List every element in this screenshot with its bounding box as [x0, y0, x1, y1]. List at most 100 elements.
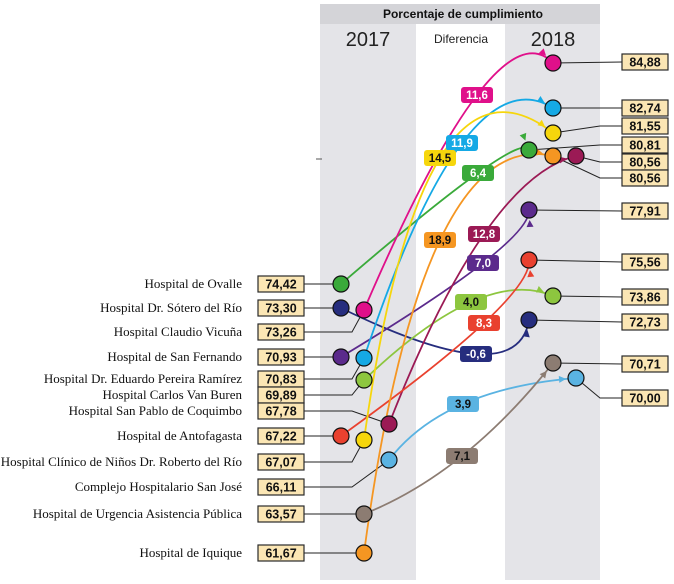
value-2017: 74,42: [265, 278, 296, 292]
dot-2018: [544, 354, 562, 372]
arrowhead: [522, 329, 530, 338]
dot-2017: [380, 451, 398, 469]
value-2017: 69,89: [265, 389, 296, 403]
hospital-label: Hospital Dr. Eduardo Pereira Ramírez: [44, 371, 242, 386]
difference-value: 3,9: [455, 399, 471, 411]
value-box-2017: [257, 402, 305, 420]
leader-line-2018: [552, 61, 623, 64]
value-2017: 67,22: [265, 430, 296, 444]
dot-2018: [520, 201, 538, 219]
dot-2017: [355, 431, 373, 449]
difference-badge: [460, 346, 492, 362]
value-2017: 70,83: [265, 373, 296, 387]
arrowhead: [537, 119, 546, 127]
difference-value: 18,9: [429, 235, 451, 247]
hospital-label: Hospital Dr. Sótero del Río: [100, 300, 242, 315]
difference-badge: [446, 448, 478, 464]
value-box-2017: [257, 348, 305, 366]
dot-2017: [355, 301, 373, 319]
hospital-label: Hospital de Antofagasta: [117, 428, 242, 443]
value-box-2017: [257, 453, 305, 471]
value-2017: 70,93: [265, 351, 296, 365]
difference-badge: [424, 150, 456, 166]
arrowhead: [558, 375, 567, 383]
leader-line-2018: [552, 155, 622, 179]
value-box-2018: [621, 169, 669, 187]
difference-badge: [468, 315, 500, 331]
arrowhead: [538, 48, 547, 56]
leader-line-2018: [575, 377, 622, 399]
value-box-2017: [257, 275, 305, 293]
dot-2018: [520, 141, 538, 159]
difference-badge: [468, 226, 500, 242]
difference-value: 6,4: [470, 168, 487, 180]
difference-value: 12,8: [473, 229, 496, 241]
dot-2017: [355, 349, 373, 367]
difference-value: 7,0: [475, 258, 491, 270]
leader-line-2018: [528, 319, 623, 323]
difference-badge: [467, 255, 499, 271]
value-box-2018: [621, 313, 669, 331]
value-2018: 82,74: [629, 102, 660, 116]
value-2018: 72,73: [629, 316, 660, 330]
value-box-2018: [621, 202, 669, 220]
hospital-label: Hospital Carlos Van Buren: [103, 387, 243, 402]
value-2018: 81,55: [629, 120, 660, 134]
difference-value: 7,1: [454, 451, 471, 463]
value-2017: 73,30: [265, 302, 296, 316]
difference-badge: [424, 232, 456, 248]
dot-2018: [520, 311, 538, 329]
dot-2018: [544, 99, 562, 117]
column-label-2017: 2017: [346, 29, 391, 51]
value-2018: 75,56: [629, 256, 660, 270]
hospital-label: Hospital de San Fernando: [107, 349, 242, 364]
value-box-2018: [621, 99, 669, 117]
value-box-2018: [621, 355, 669, 373]
value-2018: 73,86: [629, 291, 660, 305]
value-2017: 63,57: [265, 508, 296, 522]
difference-value: 11,6: [466, 90, 488, 102]
dot-2018: [544, 287, 562, 305]
leader-line-2018: [552, 125, 622, 134]
hospital-label: Hospital de Iquique: [139, 545, 242, 560]
dot-2018: [567, 147, 585, 165]
value-2018: 84,88: [629, 56, 660, 70]
value-2018: 80,81: [629, 139, 660, 153]
arrowhead: [519, 132, 527, 141]
hospital-label: Hospital San Pablo de Coquimbo: [69, 403, 242, 418]
value-2018: 70,00: [629, 392, 660, 406]
dot-2018: [544, 124, 562, 142]
value-2017: 61,67: [265, 547, 296, 561]
value-2017: 67,07: [265, 456, 296, 470]
value-box-2017: [257, 323, 305, 341]
value-box-2018: [621, 389, 669, 407]
difference-badge: [461, 87, 493, 103]
value-box-2017: [257, 427, 305, 445]
leader-line-2018: [528, 209, 623, 212]
arrowhead: [539, 370, 547, 379]
dot-2017: [355, 371, 373, 389]
dot-2018: [567, 369, 585, 387]
dot-2017: [332, 427, 350, 445]
value-box-2018: [621, 53, 669, 71]
difference-value: 11,9: [451, 138, 473, 150]
value-box-2018: [621, 253, 669, 271]
value-2017: 67,78: [265, 405, 296, 419]
difference-badge: [446, 135, 478, 151]
value-box-2017: [257, 544, 305, 562]
hospital-label: Hospital Clínico de Niños Dr. Roberto de…: [1, 454, 242, 469]
hospital-label: Hospital de Urgencia Asistencia Pública: [33, 506, 242, 521]
dot-2017: [332, 275, 350, 293]
dot-2017: [332, 299, 350, 317]
chart-header: Porcentaje de cumplimiento: [383, 7, 543, 21]
value-box-2018: [621, 117, 669, 135]
header-band: [320, 4, 600, 24]
value-box-2018: [621, 288, 669, 306]
leader-line-2018: [552, 362, 623, 365]
column-label-diferencia: Diferencia: [434, 32, 488, 46]
dot-2018: [544, 54, 562, 72]
difference-value: 14,5: [429, 153, 452, 165]
value-2018: 77,91: [629, 205, 660, 219]
difference-badge: [455, 294, 487, 310]
